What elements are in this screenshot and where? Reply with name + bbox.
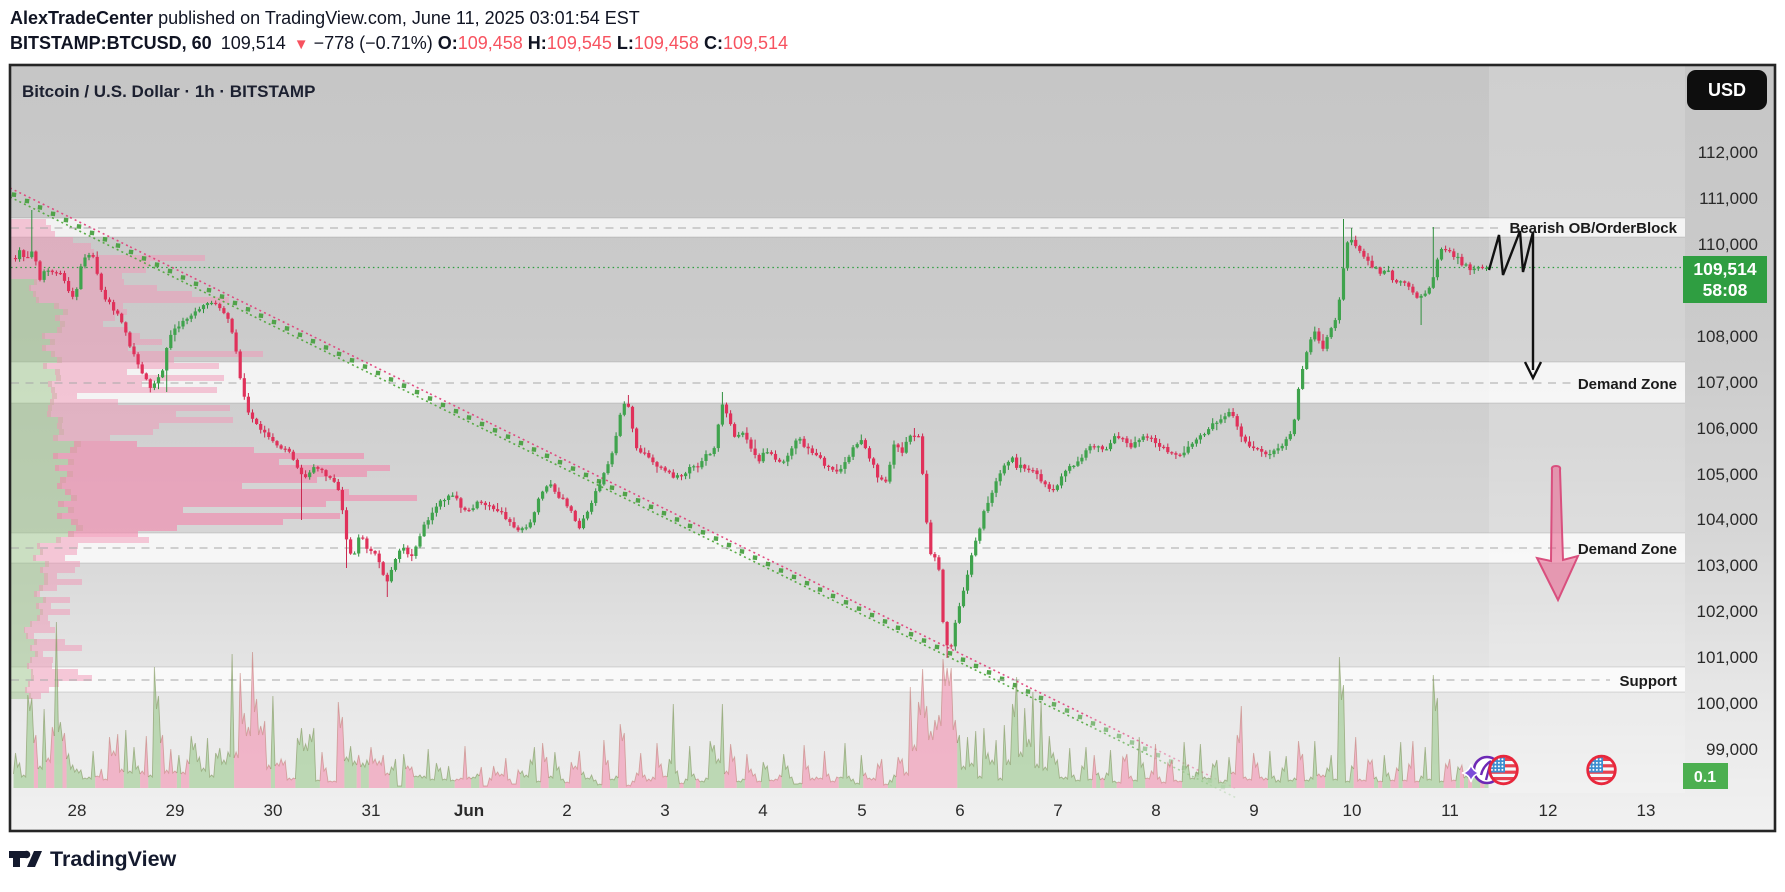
svg-text:2: 2 xyxy=(562,801,571,820)
svg-text:4: 4 xyxy=(758,801,767,820)
svg-text:Support: Support xyxy=(1620,673,1678,690)
svg-text:112,000: 112,000 xyxy=(1698,143,1758,162)
svg-text:102,000: 102,000 xyxy=(1697,602,1758,621)
svg-text:8: 8 xyxy=(1151,801,1160,820)
svg-text:TradingView: TradingView xyxy=(50,847,177,871)
svg-text:28: 28 xyxy=(68,801,87,820)
svg-text:58:08: 58:08 xyxy=(1703,280,1748,300)
svg-text:5: 5 xyxy=(857,801,866,820)
svg-text:30: 30 xyxy=(264,801,283,820)
svg-text:13: 13 xyxy=(1637,801,1656,820)
svg-text:6: 6 xyxy=(955,801,964,820)
svg-text:0.1: 0.1 xyxy=(1694,769,1716,786)
svg-text:3: 3 xyxy=(660,801,669,820)
svg-text:BITSTAMP:BTCUSD, 60 109,514 ▼: BITSTAMP:BTCUSD, 60 109,514 ▼ −778 (−0.7… xyxy=(10,33,788,53)
svg-text:USD: USD xyxy=(1708,80,1746,100)
svg-text:AlexTradeCenter published on T: AlexTradeCenter published on TradingView… xyxy=(10,8,640,28)
svg-text:31: 31 xyxy=(362,801,381,820)
svg-text:107,000: 107,000 xyxy=(1697,373,1758,392)
svg-text:105,000: 105,000 xyxy=(1697,465,1758,484)
svg-text:7: 7 xyxy=(1053,801,1062,820)
svg-text:Demand Zone: Demand Zone xyxy=(1578,541,1677,558)
svg-text:108,000: 108,000 xyxy=(1697,327,1758,346)
svg-text:99,000: 99,000 xyxy=(1706,740,1758,759)
svg-text:Bearish OB/OrderBlock: Bearish OB/OrderBlock xyxy=(1509,220,1677,237)
svg-text:101,000: 101,000 xyxy=(1697,648,1758,667)
svg-text:12: 12 xyxy=(1539,801,1558,820)
svg-text:11: 11 xyxy=(1441,801,1459,820)
svg-text:111,000: 111,000 xyxy=(1699,189,1758,208)
svg-text:106,000: 106,000 xyxy=(1697,419,1758,438)
svg-text:Demand Zone: Demand Zone xyxy=(1578,376,1677,393)
svg-text:103,000: 103,000 xyxy=(1697,556,1758,575)
svg-text:9: 9 xyxy=(1249,801,1258,820)
svg-text:Jun: Jun xyxy=(454,801,484,820)
svg-text:Bitcoin / U.S. Dollar · 1h · B: Bitcoin / U.S. Dollar · 1h · BITSTAMP xyxy=(22,82,315,101)
svg-text:109,514: 109,514 xyxy=(1693,259,1757,279)
svg-text:104,000: 104,000 xyxy=(1697,510,1758,529)
svg-text:29: 29 xyxy=(166,801,185,820)
svg-text:100,000: 100,000 xyxy=(1697,694,1758,713)
svg-text:10: 10 xyxy=(1343,801,1362,820)
svg-text:110,000: 110,000 xyxy=(1698,235,1758,254)
